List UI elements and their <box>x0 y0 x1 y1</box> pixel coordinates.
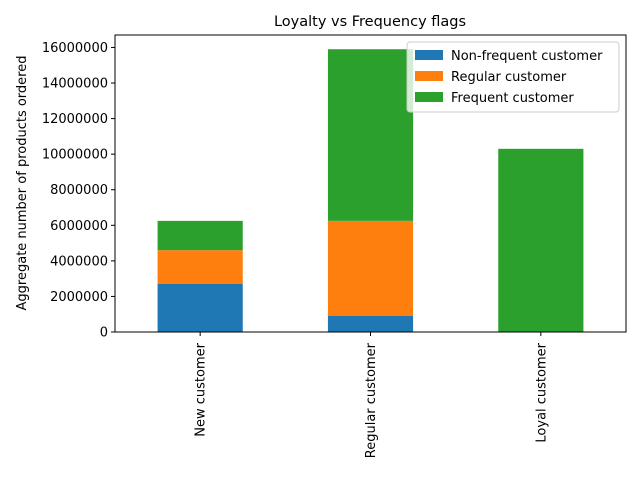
y-axis-label: Aggregate number of products ordered <box>15 56 30 311</box>
legend-label: Non-frequent customer <box>451 49 603 64</box>
bar-segment-2-1 <box>327 315 414 332</box>
bar-segment-1-2 <box>157 250 243 284</box>
bar-segment-2-2 <box>327 220 414 316</box>
y-tick-label: 4000000 <box>50 254 108 269</box>
y-tick-label: 6000000 <box>50 219 108 234</box>
legend-swatch <box>415 50 443 60</box>
x-tick-label: New customer <box>194 342 209 436</box>
y-tick-label: 0 <box>100 326 108 341</box>
x-tick-label: Loyal customer <box>534 342 549 442</box>
chart-title: Loyalty vs Frequency flags <box>274 14 466 30</box>
legend-box <box>406 41 620 113</box>
y-tick-label: 14000000 <box>42 77 108 92</box>
legend-swatch <box>415 92 443 102</box>
legend-label: Frequent customer <box>451 91 574 106</box>
bars-group <box>157 49 584 332</box>
legend: Non-frequent customer Regular customer Fre… <box>406 41 620 113</box>
y-tick-label: 8000000 <box>50 183 108 198</box>
bar-segment-2-3 <box>327 49 414 221</box>
bar-segment-1-1 <box>157 283 243 332</box>
bar-segment-1-3 <box>157 220 243 251</box>
legend-label: Regular customer <box>451 70 567 85</box>
y-tick-label: 2000000 <box>50 290 108 305</box>
y-tick-label: 10000000 <box>42 148 108 163</box>
bar-segment-3-3 <box>498 148 584 332</box>
x-tick-label: Regular customer <box>364 342 379 458</box>
y-tick-label: 12000000 <box>42 112 108 127</box>
y-tick-label: 16000000 <box>42 41 108 56</box>
legend-swatch <box>415 71 443 81</box>
axes-group: 0 2000000 4000000 6000000 8000000 10000000 120… <box>42 34 627 458</box>
